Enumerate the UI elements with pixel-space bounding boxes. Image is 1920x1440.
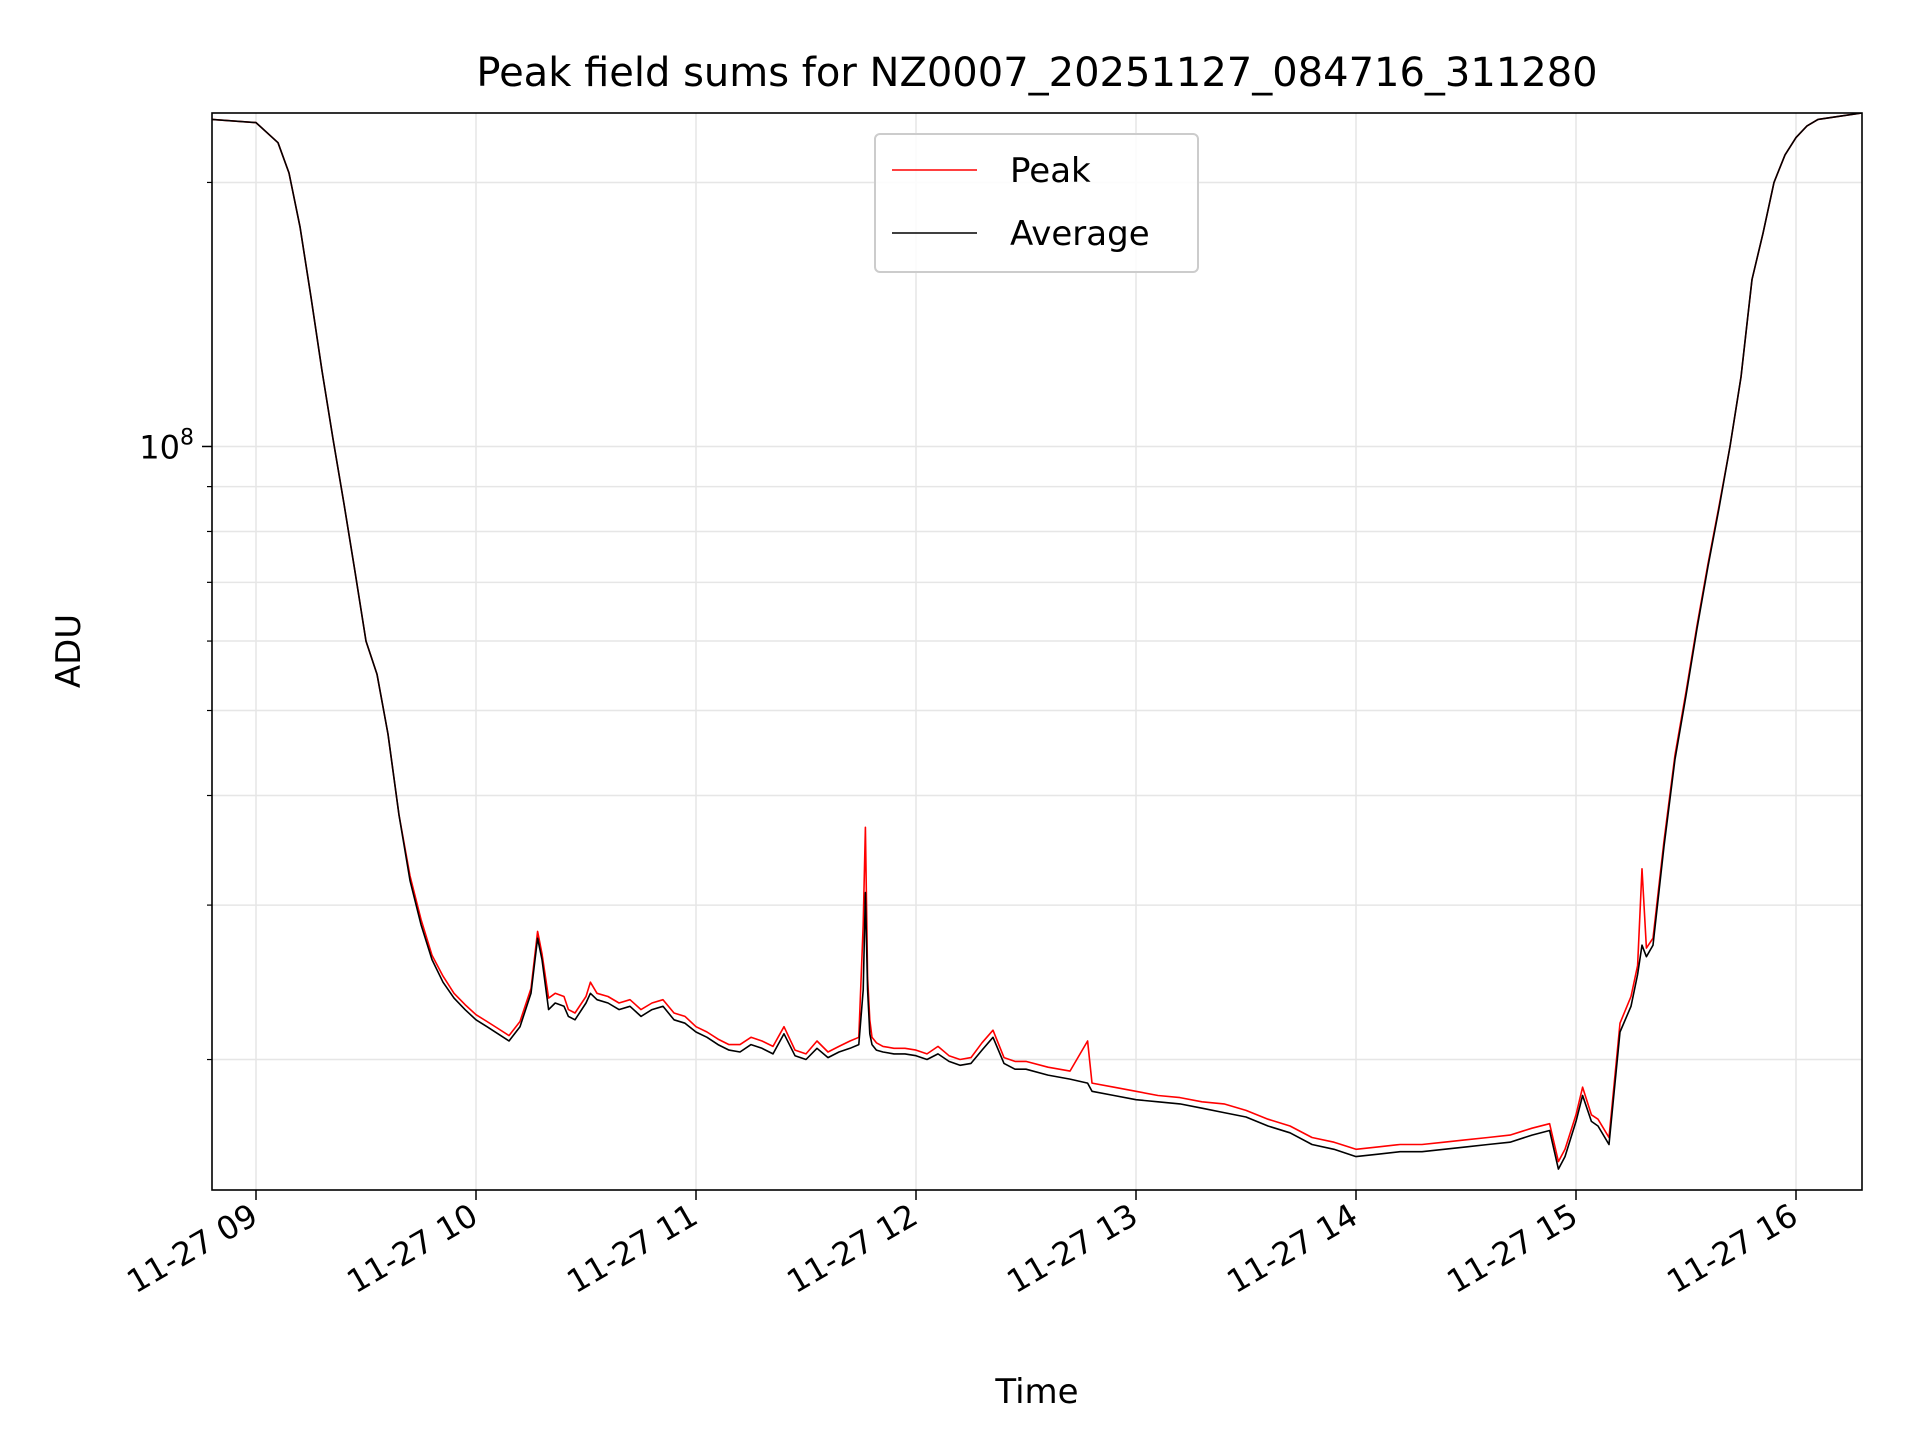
y-tick-label: 108 [139, 425, 194, 466]
x-axis-label: Time [994, 1372, 1078, 1412]
plot-area-frame [211, 112, 1863, 1191]
legend-box [874, 133, 1199, 273]
legend-average-label: Average [1010, 214, 1150, 254]
legend: Peak Average [874, 133, 1199, 273]
legend-peak-label: Peak [1010, 151, 1091, 191]
grid [212, 113, 1862, 1190]
series-line-peak [212, 113, 1862, 1163]
series-line-average [212, 113, 1862, 1170]
chart-title: Peak field sums for NZ0007_20251127_0847… [476, 50, 1597, 96]
y-axis-label: ADU [49, 614, 89, 688]
series-layer [212, 113, 1862, 1170]
